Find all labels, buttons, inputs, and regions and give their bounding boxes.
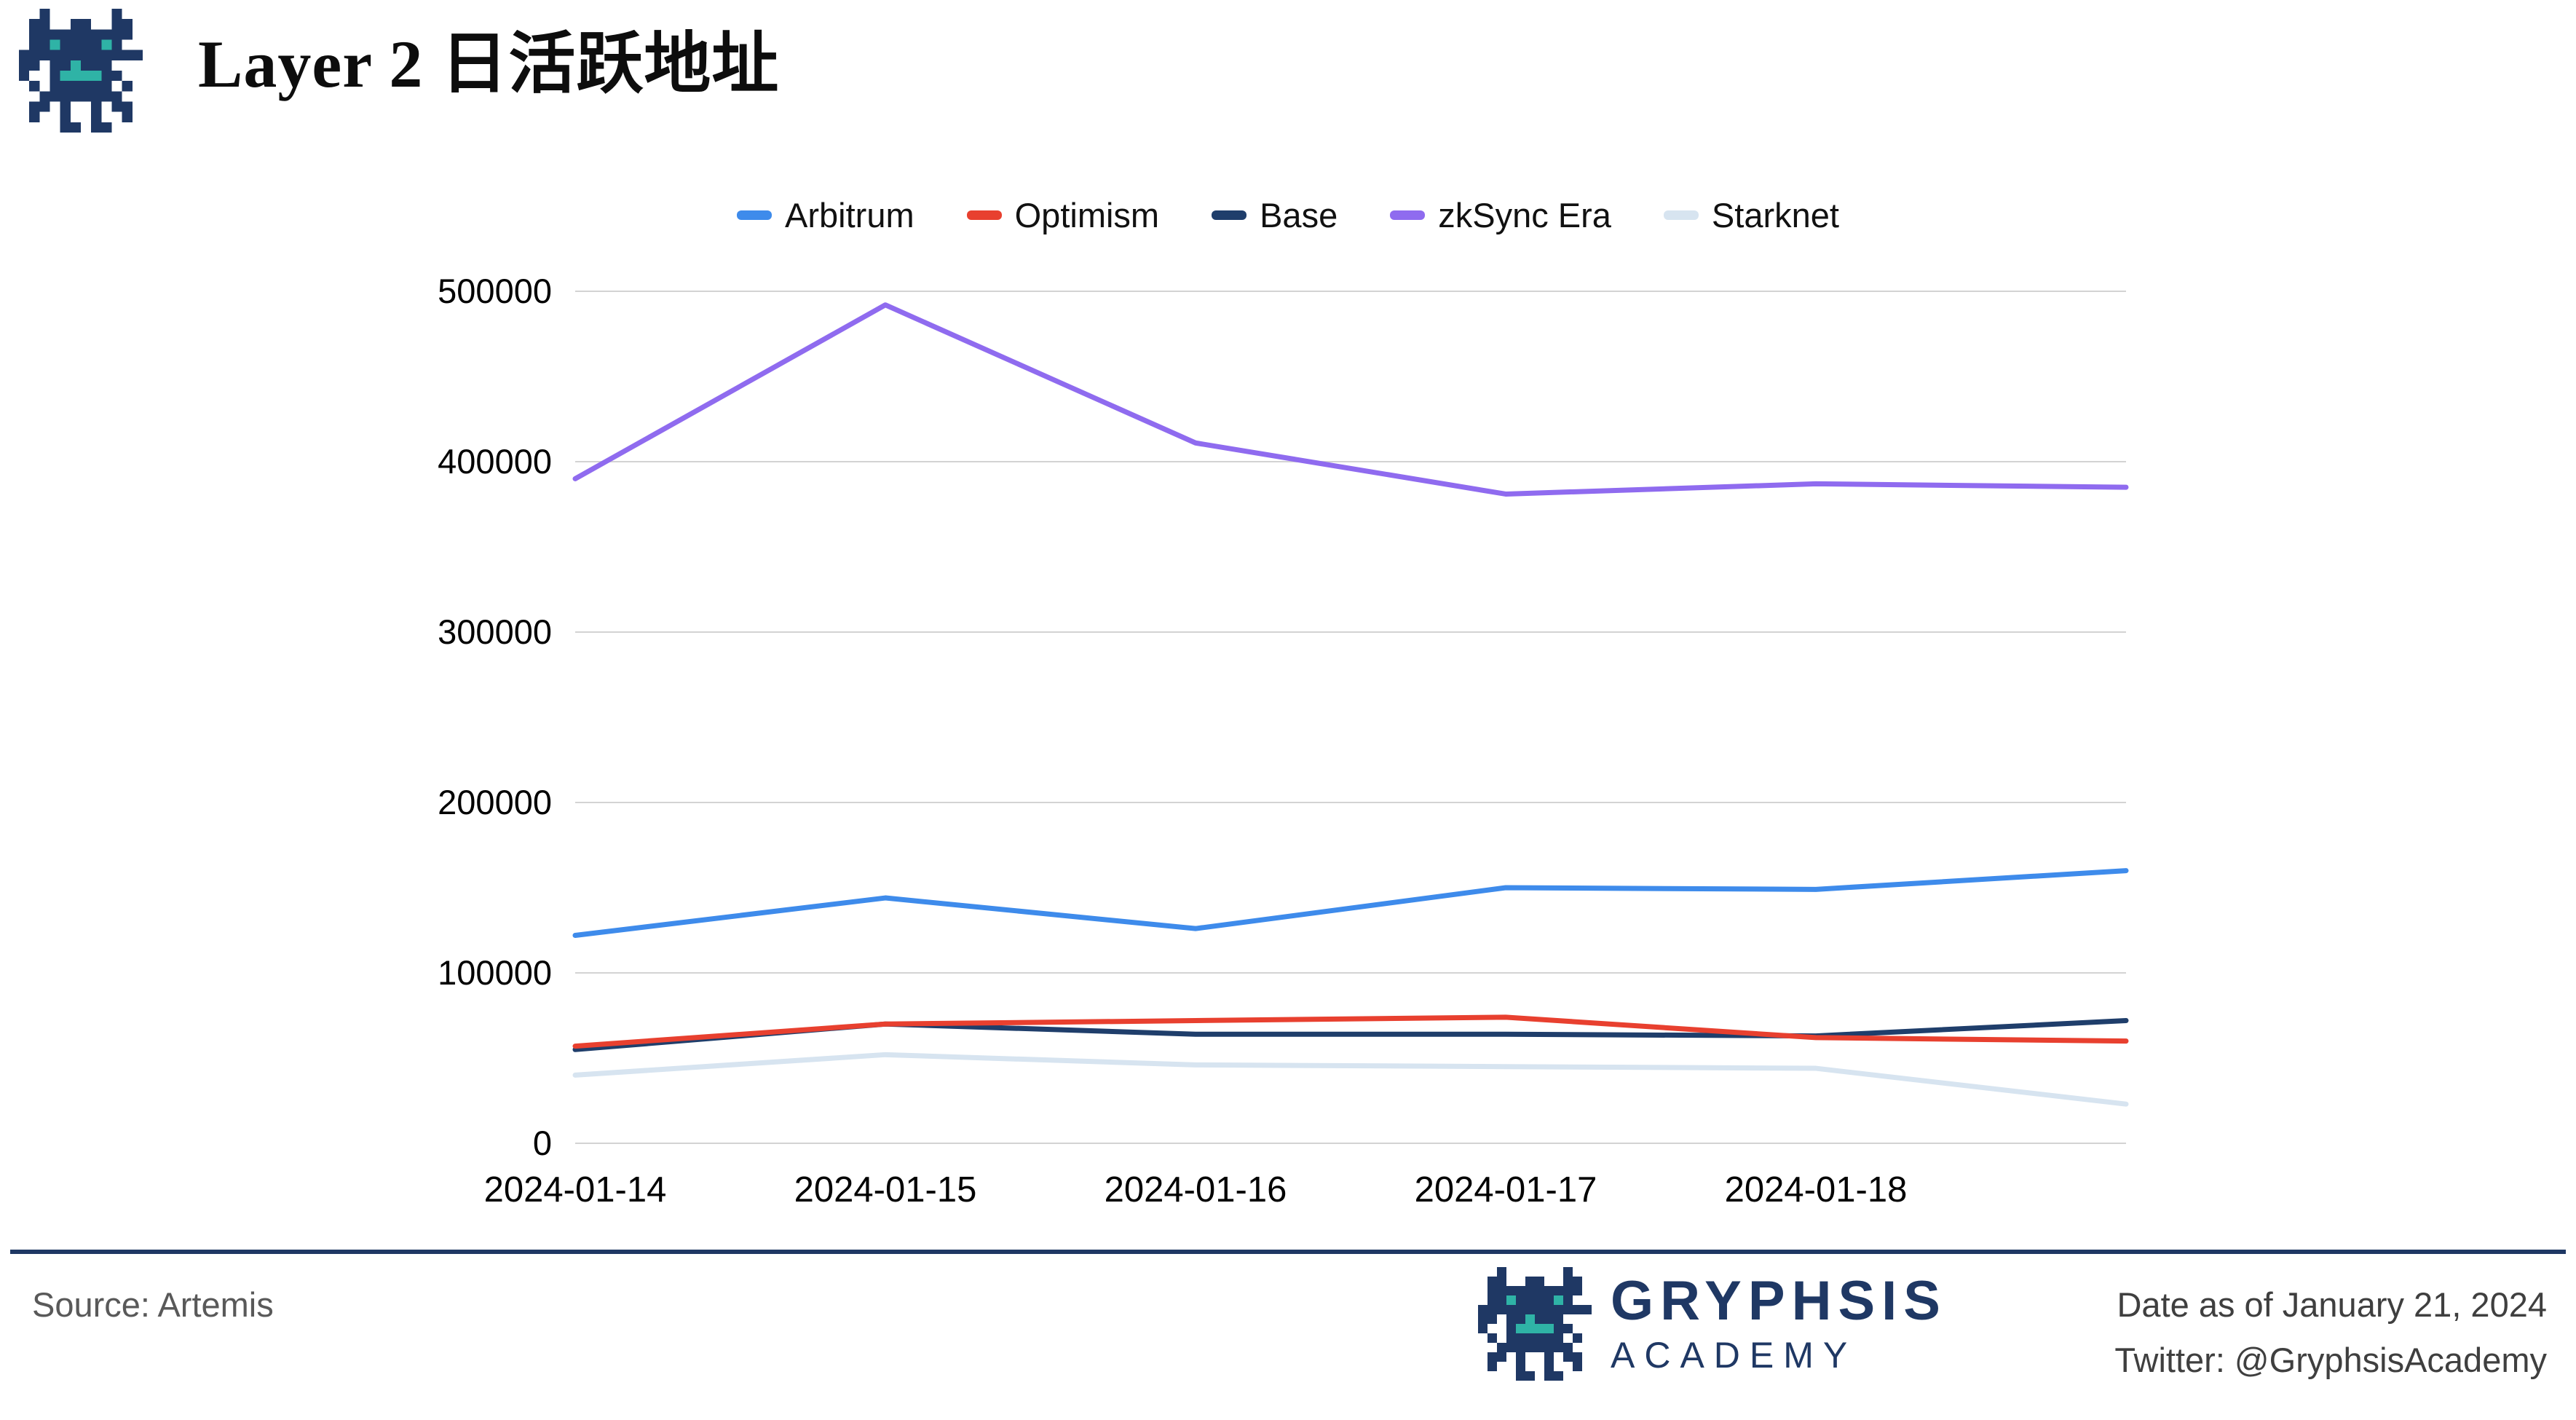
x-tick-label: 2024-01-18 xyxy=(1725,1170,1908,1210)
series-line-zksync-era xyxy=(572,302,2129,497)
source-label: Source: Artemis xyxy=(32,1285,274,1324)
y-tick-label: 400000 xyxy=(438,442,552,481)
series-line-starknet xyxy=(572,1052,2129,1107)
x-tick-label: 2024-01-14 xyxy=(484,1170,667,1210)
x-tick-label: 2024-01-15 xyxy=(794,1170,977,1210)
legend-item-arbitrum: Arbitrum xyxy=(737,195,914,235)
legend-label: Base xyxy=(1260,196,1338,234)
footer-divider xyxy=(10,1250,2566,1254)
x-tick-label: 2024-01-16 xyxy=(1105,1170,1287,1210)
chart-legend: Arbitrum Optimism Base zkSync Era Starknet xyxy=(0,195,2576,235)
series-line-arbitrum xyxy=(572,868,2129,939)
legend-item-optimism: Optimism xyxy=(966,195,1160,235)
y-tick-label: 300000 xyxy=(438,612,552,651)
legend-label: zkSync Era xyxy=(1438,196,1611,234)
legend-swatch xyxy=(1663,210,1699,220)
y-tick-label: 200000 xyxy=(438,783,552,821)
series-line-optimism xyxy=(572,1014,2129,1049)
brand-name: GRYPHSIS xyxy=(1611,1270,1947,1332)
y-tick-label: 500000 xyxy=(438,277,552,310)
line-chart: 0 100000 200000 300000 400000 500000 2024-01-1… xyxy=(438,277,2129,1210)
legend-item-starknet: Starknet xyxy=(1663,195,1839,235)
legend-swatch xyxy=(966,210,1002,220)
date-label: Date as of January 21, 2024 xyxy=(2117,1285,2547,1324)
brand-subtitle: ACADEMY xyxy=(1611,1335,1857,1376)
legend-item-zksync-era: zkSync Era xyxy=(1390,195,1611,235)
legend-item-base: Base xyxy=(1212,195,1338,235)
brand-text: GRYPHSIS ACADEMY xyxy=(1611,1270,1947,1378)
twitter-label: Twitter: @GryphsisAcademy xyxy=(2114,1341,2547,1379)
legend-swatch xyxy=(1390,210,1426,220)
legend-swatch xyxy=(1212,210,1247,220)
brand-block: GRYPHSIS ACADEMY xyxy=(1478,1267,1947,1381)
y-tick-label: 0 xyxy=(533,1124,552,1162)
legend-label: Optimism xyxy=(1014,196,1160,234)
series-line-base xyxy=(572,1018,2129,1052)
gryphsis-dragon-logo xyxy=(1478,1267,1592,1381)
legend-label: Arbitrum xyxy=(785,196,914,234)
x-tick-label: 2024-01-17 xyxy=(1415,1170,1597,1210)
legend-label: Starknet xyxy=(1711,196,1839,234)
gryphsis-dragon-logo xyxy=(19,9,143,133)
page-title: Layer 2 日活跃地址 xyxy=(198,27,780,101)
y-tick-label: 100000 xyxy=(438,953,552,992)
legend-swatch xyxy=(737,210,773,220)
